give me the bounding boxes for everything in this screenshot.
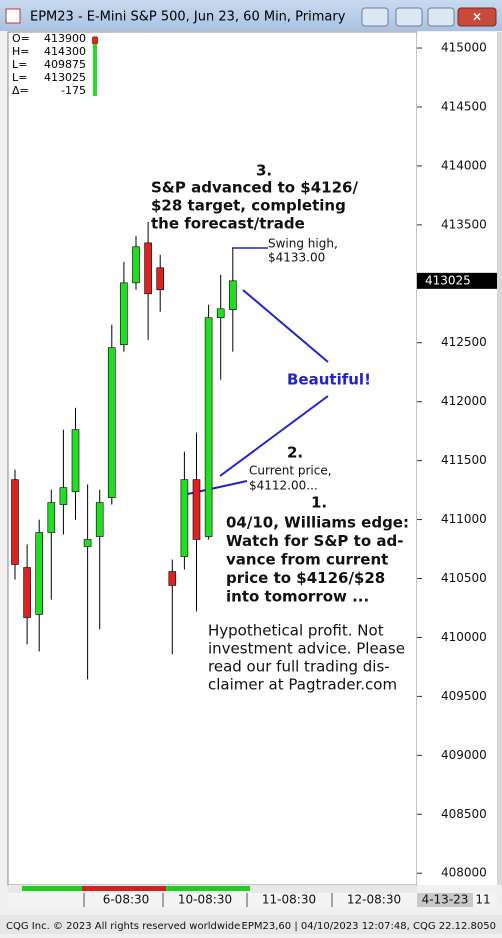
header-value: 414300 [44, 45, 86, 58]
step-number: 3. [256, 162, 272, 180]
candle-body [11, 479, 19, 565]
window-title: EPM23 - E-Mini S&P 500, Jun 23, 60 Min, … [30, 10, 346, 25]
y-tick-label: 409000 [441, 748, 487, 762]
annotation: Swing high, [268, 237, 338, 251]
y-tick-label: 414000 [441, 158, 487, 172]
range-bar [93, 36, 97, 96]
header-label: Δ= [12, 84, 29, 97]
annotation: Watch for S&P to ad- [226, 532, 403, 550]
price-axis [417, 32, 497, 885]
x-tick-label: 12-08:30 [347, 893, 401, 907]
close-glyph: × [472, 10, 482, 24]
candle-body [83, 539, 92, 547]
disclaimer: read our full trading dis- [208, 658, 390, 676]
session-segment [22, 886, 82, 891]
y-tick-label: 410500 [441, 571, 487, 585]
close-button[interactable] [457, 7, 497, 27]
y-tick-label: 408500 [441, 807, 487, 821]
end-date-box [417, 893, 473, 907]
x-tick-label: 11-08:30 [262, 893, 316, 907]
header-value: 413025 [44, 71, 86, 84]
annotation-highlight: Beautiful! [287, 371, 371, 389]
time-axis [8, 893, 497, 907]
header-label: L= [12, 71, 27, 84]
footer-right: EPM23,60 | 04/10/2023 12:07:48, CQG 22.1… [242, 921, 496, 932]
candle-body [59, 487, 68, 505]
header-value: 409875 [44, 58, 86, 71]
annotation: $4133.00 [268, 251, 325, 265]
candle-body [120, 282, 128, 346]
status-bar [0, 915, 502, 934]
annotation: S&P advanced to $4126/ [151, 179, 358, 197]
minimize-button[interactable] [395, 7, 423, 27]
y-tick-label: 408000 [441, 866, 487, 880]
footer-left: CQG Inc. © 2023 All rights reserved worl… [6, 921, 240, 932]
candle-body [204, 317, 213, 537]
candle-body [216, 308, 225, 319]
y-tick-label: 411500 [441, 453, 487, 467]
candle-body [35, 532, 44, 615]
annotation: into tomorrow ... [226, 588, 369, 606]
end-date: 4-13-23 [422, 893, 469, 907]
maximize-button[interactable] [427, 7, 455, 27]
y-tick-label: 412000 [441, 394, 487, 408]
scrollbar [497, 32, 502, 885]
header-value: -175 [61, 84, 86, 97]
y-tick-label: 409500 [441, 689, 487, 703]
disclaimer: claimer at Pagtrader.com [208, 676, 397, 694]
annotation: price to $4126/$28 [226, 569, 385, 587]
disclaimer: investment advice. Please [208, 640, 405, 658]
candle-body [168, 571, 177, 586]
end-hour: 11 [475, 893, 490, 907]
session-segment [166, 886, 250, 891]
candle-body [71, 429, 80, 492]
y-tick-label: 415000 [441, 41, 487, 55]
step-number: 1. [311, 494, 327, 512]
candle-body [23, 567, 31, 618]
candle-body [229, 280, 237, 311]
header-label: L= [12, 58, 27, 71]
candle-body [156, 267, 164, 291]
candle-body [108, 347, 116, 498]
pin-button[interactable] [361, 7, 389, 27]
y-tick-label: 413500 [441, 217, 487, 231]
annotation: $28 target, completing [151, 197, 346, 215]
step-number: 2. [287, 444, 303, 462]
x-tick-label: 10-08:30 [178, 893, 232, 907]
candle-body [192, 479, 201, 540]
candle-body [132, 246, 140, 284]
candle-body [47, 502, 56, 533]
candle-body [95, 502, 104, 537]
annotation: vance from current [226, 551, 388, 569]
last-price-box [417, 272, 497, 289]
header-label: H= [12, 45, 30, 58]
annotation: Current price, [249, 464, 332, 478]
last-price-label: 413025 [425, 273, 471, 287]
range-marker [92, 37, 98, 44]
y-tick-label: 410000 [441, 630, 487, 644]
annotation: the forecast/trade [151, 215, 305, 233]
header-value: 413900 [44, 32, 86, 45]
y-tick-label: 411000 [441, 512, 487, 526]
y-tick-label: 414500 [441, 99, 487, 113]
y-tick-label: 412500 [441, 335, 487, 349]
annotation: 04/10, Williams edge: [226, 514, 409, 532]
app-icon [5, 8, 21, 24]
plot-area [7, 31, 418, 886]
arrow-line [242, 289, 329, 363]
x-tick-label: 6-08:30 [103, 893, 150, 907]
session-segment [82, 886, 166, 891]
arrow-line [219, 395, 329, 477]
candle-body [180, 479, 189, 557]
header-label: O= [12, 32, 30, 45]
candle-body [144, 242, 152, 295]
disclaimer: Hypothetical profit. Not [208, 622, 384, 640]
annotation: $4112.00... [249, 479, 318, 493]
